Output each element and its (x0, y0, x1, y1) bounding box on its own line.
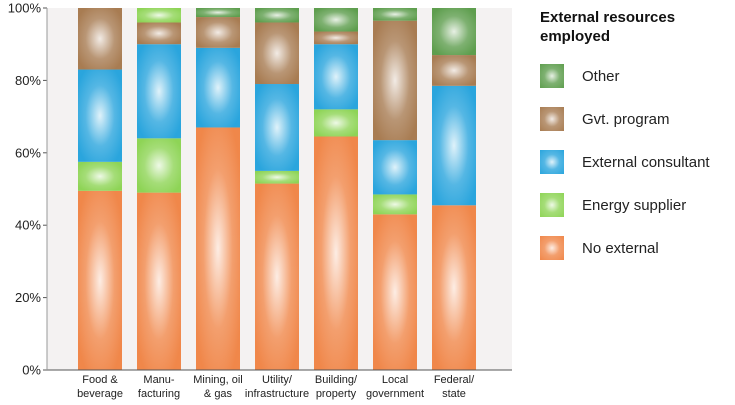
x-tick-label: Federal/state (434, 374, 475, 400)
bar-segment-other (255, 8, 299, 23)
bar-segment-external-consultant (255, 84, 299, 171)
legend-swatch (540, 107, 564, 131)
x-tick-label: Local government (366, 374, 424, 400)
legend-item: Other (540, 64, 620, 88)
y-tick-label: 40% (15, 218, 41, 233)
bar-segment-gvt-program (137, 22, 181, 45)
legend-label: Energy supplier (582, 196, 687, 214)
bar-segment-gvt-program (196, 17, 240, 48)
bar-segment-energy-supplier (255, 170, 299, 184)
legend-label: External consultant (582, 153, 710, 171)
legend-swatch (540, 64, 564, 88)
legend-item: Energy supplier (540, 193, 686, 217)
bar-segment-gvt-program (78, 8, 122, 70)
legend-label: Other (582, 67, 620, 85)
bar-segment-gvt-program (373, 20, 417, 141)
bar-segment-no-external (373, 214, 417, 370)
bar-segment-energy-supplier (314, 109, 358, 137)
bar-segment-external-consultant (78, 69, 122, 162)
bar-segment-external-consultant (314, 44, 358, 110)
y-tick-label: 0% (22, 363, 41, 378)
bar-segment-other (373, 8, 417, 21)
x-tick-label: Building/property (315, 374, 358, 400)
bar-segment-gvt-program (255, 22, 299, 85)
y-tick-label: 80% (15, 73, 41, 88)
bar-segment-energy-supplier (373, 194, 417, 215)
y-tick-label: 60% (15, 145, 41, 160)
x-tick-label: Mining, oil & gas (193, 374, 243, 400)
bar-segment-other (314, 8, 358, 32)
legend-item: No external (540, 236, 659, 260)
bar-segment-external-consultant (137, 44, 181, 139)
legend-swatch (540, 236, 564, 260)
bar-segment-no-external (255, 183, 299, 370)
bar-segment-gvt-program (314, 31, 358, 45)
legend-item: Gvt. program (540, 107, 670, 131)
y-axis: 0% 20% 40% 60% 80% 100% (8, 1, 47, 378)
bar-segment-energy-supplier (78, 161, 122, 191)
bar-segment-no-external (314, 136, 358, 370)
y-tick-label: 20% (15, 290, 41, 305)
bar-segment-energy-supplier (137, 138, 181, 193)
bar-segment-gvt-program (432, 55, 476, 86)
bar-segment-no-external (137, 192, 181, 370)
bars-group (78, 8, 476, 371)
legend-label: No external (582, 239, 659, 257)
bar-segment-no-external (432, 205, 476, 370)
legend-swatch (540, 150, 564, 174)
bar-segment-no-external (78, 190, 122, 370)
legend-item: External consultant (540, 150, 710, 174)
x-axis-labels: Food & beverage Manu-facturing Mining, oil &… (77, 374, 475, 400)
bar-segment-external-consultant (373, 140, 417, 195)
bar-segment-external-consultant (196, 47, 240, 128)
legend-title: External resources employed (540, 9, 676, 45)
x-tick-label: Food & beverage (77, 374, 123, 400)
y-tick-label: 100% (8, 1, 42, 16)
bar-segment-other (432, 8, 476, 56)
bar-segment-external-consultant (432, 85, 476, 206)
x-tick-label: Utility/infrastructure (245, 374, 309, 400)
bar-segment-other (196, 8, 240, 18)
x-tick-label: Manu-facturing (138, 374, 180, 400)
bar-segment-no-external (196, 127, 240, 371)
legend-swatch (540, 193, 564, 217)
bar-segment-energy-supplier (137, 8, 181, 23)
legend-label: Gvt. program (582, 110, 670, 128)
